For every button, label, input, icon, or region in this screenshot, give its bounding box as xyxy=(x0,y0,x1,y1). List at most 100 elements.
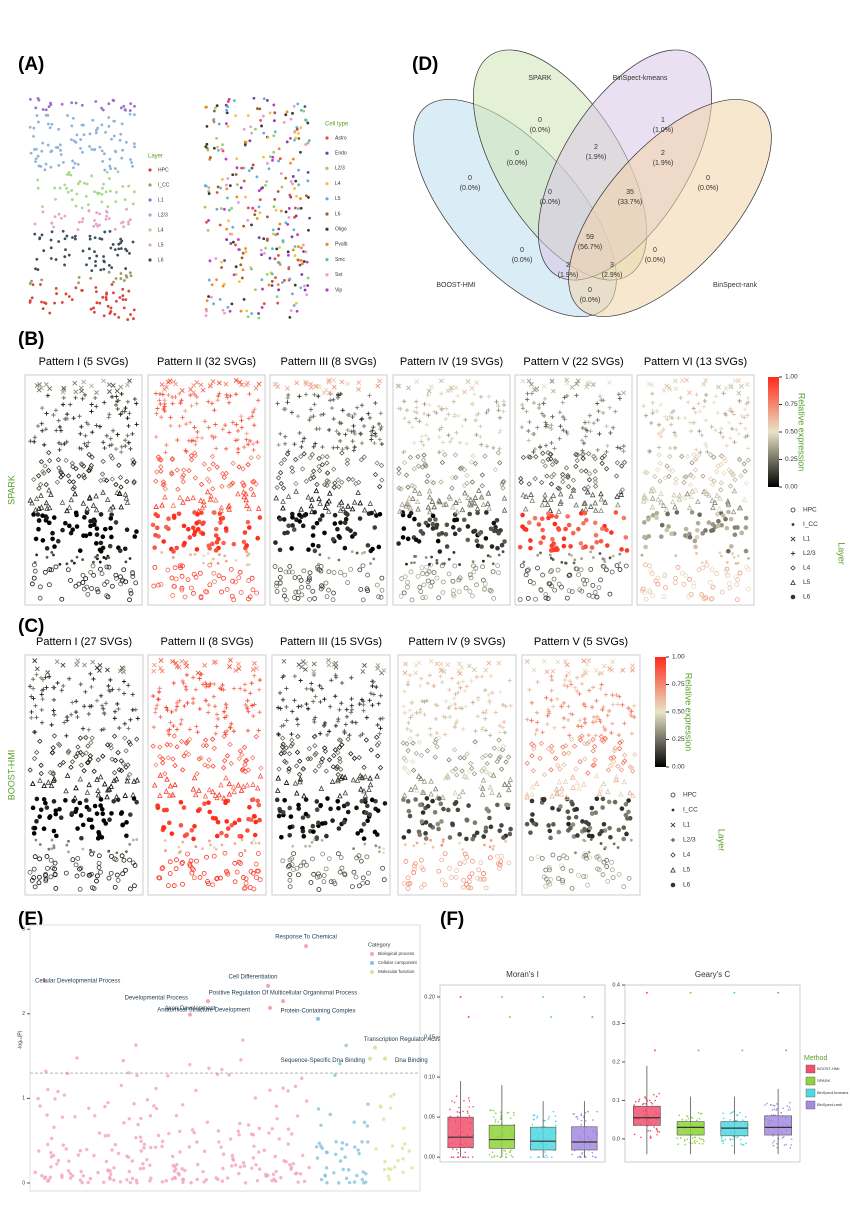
spot xyxy=(212,558,215,561)
spot xyxy=(63,255,66,258)
bg-point xyxy=(79,1149,82,1152)
spot xyxy=(113,120,116,123)
spot xyxy=(245,828,250,833)
bg-point xyxy=(139,1117,142,1120)
venn-percent: (0.0%) xyxy=(530,127,551,134)
spot xyxy=(34,537,39,542)
spot xyxy=(311,533,316,538)
spot xyxy=(92,561,95,564)
spot xyxy=(114,150,117,153)
legend-label: I_CC xyxy=(803,521,818,528)
bg-point xyxy=(268,1088,271,1091)
bg-point xyxy=(125,1154,128,1157)
bg-point xyxy=(363,1121,366,1124)
spot xyxy=(271,247,274,250)
spot xyxy=(206,299,209,302)
bg-point xyxy=(87,1107,90,1110)
bg-point xyxy=(379,1105,382,1108)
jitter xyxy=(468,1106,470,1108)
spot xyxy=(402,835,407,840)
spot xyxy=(125,208,128,211)
venn-count: 59 xyxy=(586,234,594,241)
legend-swatch xyxy=(325,258,328,261)
spot xyxy=(660,523,665,528)
spot xyxy=(306,122,309,125)
spot xyxy=(272,151,275,154)
spot xyxy=(217,149,220,152)
spot xyxy=(54,834,59,839)
pattern-title: Pattern III (8 SVGs) xyxy=(281,356,377,368)
bg-point xyxy=(342,1168,345,1171)
legend-label: L1 xyxy=(158,197,164,203)
spot xyxy=(36,527,41,532)
spot xyxy=(120,247,123,250)
spot xyxy=(252,814,257,819)
spot xyxy=(697,512,702,517)
spot xyxy=(263,302,266,305)
spot xyxy=(530,818,535,823)
spot xyxy=(246,219,249,222)
spot xyxy=(405,563,408,566)
spot xyxy=(297,207,300,210)
spot xyxy=(215,137,218,140)
spot xyxy=(492,848,495,851)
bg-point xyxy=(348,1181,351,1184)
spot xyxy=(287,806,292,811)
bg-point xyxy=(125,1178,128,1181)
spot xyxy=(121,122,124,125)
spot xyxy=(369,562,372,565)
bg-point xyxy=(286,1089,289,1092)
spot xyxy=(328,557,331,560)
spot xyxy=(72,166,75,169)
legend-swatch xyxy=(325,228,328,231)
bg-point xyxy=(244,1181,247,1184)
spot xyxy=(70,189,73,192)
bg-point xyxy=(73,1115,76,1118)
legend-label: Endo xyxy=(335,151,347,157)
spot xyxy=(602,822,607,827)
spot xyxy=(259,211,262,214)
spot xyxy=(89,277,92,280)
spot xyxy=(85,195,88,198)
spot xyxy=(255,536,260,541)
legend-swatch xyxy=(325,197,328,200)
spot xyxy=(134,800,139,805)
spot xyxy=(693,545,698,550)
bg-point xyxy=(345,1143,348,1146)
spot xyxy=(111,799,116,804)
spot xyxy=(45,805,50,810)
spot xyxy=(258,205,261,208)
spot xyxy=(625,548,630,553)
spot xyxy=(506,803,511,808)
spot xyxy=(93,804,98,809)
bg-point xyxy=(294,1172,297,1175)
point xyxy=(304,944,308,948)
spot xyxy=(225,109,228,112)
spot xyxy=(353,532,358,537)
spot xyxy=(205,106,208,109)
bg-point xyxy=(181,1181,184,1184)
bg-point xyxy=(167,1132,170,1135)
spot xyxy=(406,799,411,804)
spot xyxy=(89,849,92,852)
legend-label: L2/3 xyxy=(683,837,696,844)
bg-point xyxy=(142,1146,145,1149)
spot xyxy=(484,807,489,812)
spot xyxy=(562,544,567,549)
spot xyxy=(245,309,248,312)
spot xyxy=(113,313,116,316)
bg-point xyxy=(82,1174,85,1177)
spot xyxy=(536,554,539,557)
spot xyxy=(455,517,460,522)
spot xyxy=(81,124,84,127)
spot xyxy=(287,250,290,253)
spot xyxy=(580,557,583,560)
spot xyxy=(280,210,283,213)
spot xyxy=(303,285,306,288)
bg-point xyxy=(141,1162,144,1165)
spot xyxy=(301,829,306,834)
spot xyxy=(290,118,293,121)
spot xyxy=(630,839,633,842)
spot xyxy=(102,259,105,262)
spot xyxy=(378,846,381,849)
